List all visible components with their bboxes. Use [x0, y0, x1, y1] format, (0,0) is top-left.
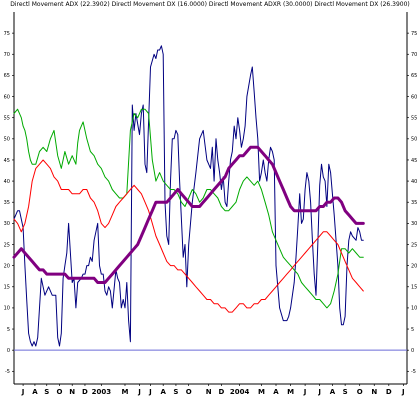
y-tick-label-left: 25	[4, 242, 10, 248]
x-tick-label: S	[343, 388, 348, 396]
x-tick-label: 2003	[92, 388, 112, 396]
x-tick-label: M	[258, 388, 265, 396]
x-tick-label: 2004	[230, 388, 250, 396]
y-tick-label-left: 0	[7, 348, 10, 354]
x-tick-label: N	[69, 388, 75, 396]
y-tick-label-left: 70	[4, 52, 10, 58]
x-tick-label: O	[186, 388, 192, 396]
y-tick-label-right: 35	[411, 200, 417, 206]
y-tick-label-left: 75	[4, 31, 10, 37]
y-tick-label-right: 45	[411, 158, 417, 164]
y-tick-label-right: 25	[411, 242, 417, 248]
y-tick-label-right: 55	[411, 115, 417, 121]
y-tick-label-right: 50	[411, 137, 417, 143]
y-tick-label-right: 0	[411, 348, 414, 354]
x-tick-label: J	[148, 388, 152, 396]
x-tick-label: M	[122, 388, 129, 396]
series-line-4	[12, 145, 365, 284]
x-tick-label: J	[303, 388, 307, 396]
plot-area	[14, 12, 407, 384]
y-tick-label-right: 20	[411, 263, 417, 269]
y-tick-label-left: 45	[4, 158, 10, 164]
x-tick-label: S	[173, 388, 178, 396]
x-tick-label: A	[273, 388, 279, 396]
y-tick-label-right: 75	[411, 31, 417, 37]
y-tick-label-left: 35	[4, 200, 10, 206]
x-tick-label: N	[371, 388, 377, 396]
x-tick-label: J	[137, 388, 141, 396]
y-tick-label-right: 65	[411, 73, 417, 79]
x-tick-label: J	[21, 388, 25, 396]
series-line-1	[13, 45, 364, 347]
y-tick-label-left: 60	[4, 94, 10, 100]
y-tick-label-right: 5	[411, 327, 414, 333]
y-tick-label-left: 50	[4, 137, 10, 143]
y-tick-label-right: 30	[411, 221, 417, 227]
x-tick-label: N	[206, 388, 212, 396]
y-tick-label-right: 70	[411, 52, 417, 58]
y-tick-label-left: 65	[4, 73, 10, 79]
y-tick-label-right: 15	[411, 285, 417, 291]
y-tick-label-left: 10	[4, 306, 10, 312]
y-axis-right: -5 0 5 10 15 20 25 30 35 40 45 50 55 60 65 70 75	[407, 31, 417, 375]
y-tick-label-right: 60	[411, 94, 417, 100]
x-axis: J A S O N D 2003 M J J A S O N D 2004 M A M J J A S O N D J	[21, 384, 405, 396]
y-tick-label-right: 40	[411, 179, 417, 185]
x-tick-label: A	[160, 388, 166, 396]
x-tick-label: D	[219, 388, 225, 396]
chart-title: Directl Movement ADX (22.3902) Directl M…	[10, 1, 410, 8]
y-axis-left: -5 0 5 10 15 20 25 30 35 40 45 50 55 60 65 70 75	[4, 31, 14, 375]
x-tick-label: M	[287, 388, 294, 396]
y-tick-label-left: 55	[4, 115, 10, 121]
y-tick-label-left: 5	[7, 327, 10, 333]
y-tick-label-left: 30	[4, 221, 10, 227]
x-tick-label: A	[330, 388, 336, 396]
x-tick-label: J	[317, 388, 321, 396]
y-tick-label-left: -5	[5, 369, 10, 375]
x-tick-label: O	[57, 388, 63, 396]
x-tick-label: D	[82, 388, 88, 396]
x-tick-label: J	[401, 388, 405, 396]
y-tick-label-left: 20	[4, 263, 10, 269]
y-tick-label-left: 40	[4, 179, 10, 185]
series-line-2	[13, 108, 364, 309]
y-tick-label-right: -5	[411, 369, 416, 375]
series-layer	[12, 45, 365, 347]
series-line-3	[13, 159, 364, 313]
y-tick-label-left: 15	[4, 285, 10, 291]
x-tick-label: S	[44, 388, 49, 396]
y-tick-label-right: 10	[411, 306, 417, 312]
x-tick-label: D	[386, 388, 392, 396]
x-tick-label: O	[357, 388, 363, 396]
x-tick-label: A	[32, 388, 38, 396]
